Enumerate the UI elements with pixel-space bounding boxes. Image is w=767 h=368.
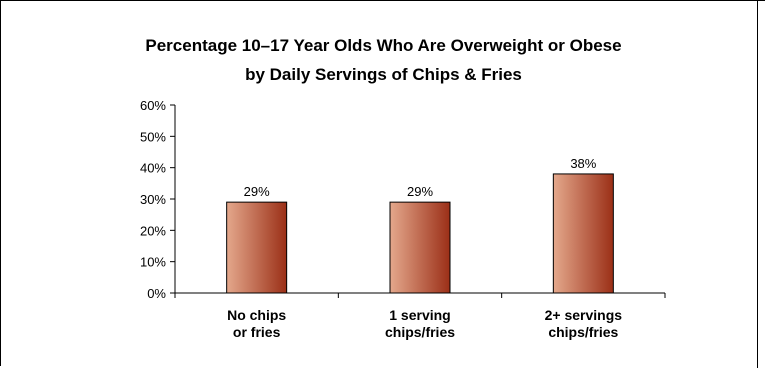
x-category-label: or fries <box>233 324 281 340</box>
y-tick-label: 10% <box>140 255 166 270</box>
x-category-label: No chips <box>227 307 286 323</box>
chart-frame-right-edge <box>757 0 758 368</box>
x-category-label: 2+ servings <box>545 307 623 323</box>
x-category-label: 1 serving <box>389 307 450 323</box>
chart-title-line-1: Percentage 10–17 Year Olds Who Are Overw… <box>145 36 622 55</box>
x-category-label: chips/fries <box>548 324 618 340</box>
data-label: 29% <box>407 184 433 199</box>
y-tick-label: 60% <box>140 98 166 113</box>
y-tick-label: 30% <box>140 192 166 207</box>
bar <box>226 201 288 294</box>
data-label: 38% <box>570 156 596 171</box>
bar <box>389 201 451 294</box>
bar <box>552 173 614 294</box>
y-tick-label: 20% <box>140 223 166 238</box>
y-tick-label: 0% <box>147 286 166 301</box>
y-tick-label: 40% <box>140 161 166 176</box>
chart-title-line-2: by Daily Servings of Chips & Fries <box>245 65 522 84</box>
y-tick-label: 50% <box>140 129 166 144</box>
x-category-label: chips/fries <box>385 324 455 340</box>
data-label: 29% <box>244 184 270 199</box>
